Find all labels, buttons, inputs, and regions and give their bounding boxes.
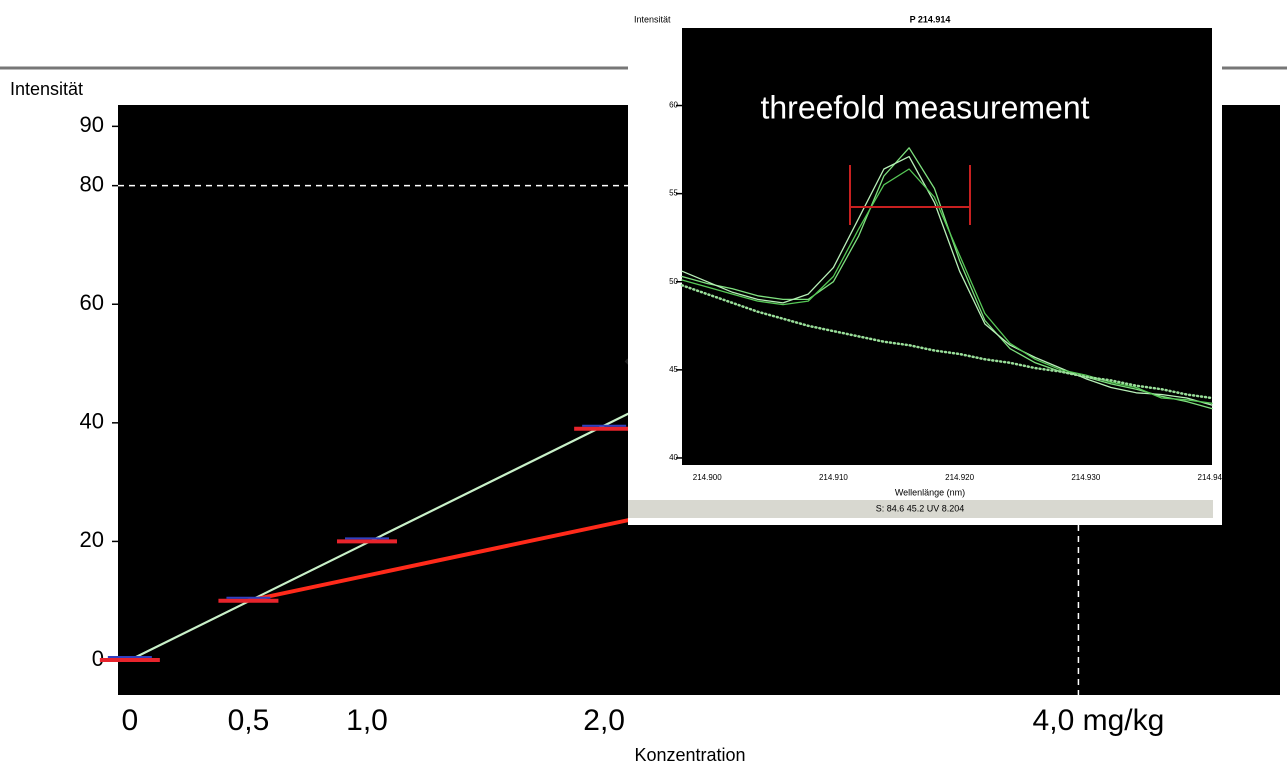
x-tick-label: 214.900 (693, 473, 722, 482)
y-tick-label: 50 (669, 277, 678, 286)
data-line (681, 168, 1213, 404)
y-tick-label: 80 (80, 171, 104, 196)
y-tick-label: 60 (80, 290, 104, 315)
inset-footer-bar (628, 500, 1213, 518)
annotation: threefold measurement (760, 89, 1089, 125)
x-tick-label: 2,0 (583, 704, 625, 737)
inset-y-label: Intensität (634, 14, 671, 24)
x-tick-label: 0,5 (228, 704, 270, 737)
y-tick-label: 40 (80, 409, 104, 434)
x-tick-label: 214.910 (819, 473, 848, 482)
y-axis-label: Intensität (10, 79, 83, 99)
y-tick-label: 0 (92, 646, 104, 671)
baseline-curve (680, 284, 1214, 400)
integration-window (849, 165, 971, 225)
x-tick-label: 214.930 (1071, 473, 1100, 482)
data-line (246, 515, 642, 603)
inset-plot-area (682, 28, 1212, 465)
x-tick-label: 0 (122, 704, 139, 737)
y-tick-label: 20 (80, 527, 104, 552)
data-line (128, 412, 629, 662)
main-chart: 0 20 40 60 80 90 0 0,5 1,0 2,0 4,0 mg/kg (80, 112, 1165, 737)
x-tick-label: 214.940 (1198, 473, 1227, 482)
y-tick-label: 40 (669, 453, 678, 462)
x-tick-label: 1,0 (346, 704, 388, 737)
y-tick-label: 55 (669, 189, 678, 198)
inset-footer: S: 84.6 45.2 UV 8.204 (876, 503, 965, 513)
data-line (681, 155, 1213, 406)
y-tick-label: 90 (80, 112, 104, 137)
y-tick-label: 60 (669, 101, 678, 110)
x-tick-label: 4,0 mg/kg (1033, 704, 1165, 737)
inset-title: P 214.914 (910, 14, 951, 24)
data-line (681, 147, 1213, 410)
inset-chart: 40 45 50 55 60 214.900 214.910 214.920 214.930 21… (669, 101, 1227, 482)
y-tick-label: 45 (669, 365, 678, 374)
x-tick-label: 214.920 (945, 473, 974, 482)
inset-x-label: Wellenlänge (nm) (895, 487, 965, 497)
x-axis-label: Konzentration (634, 745, 745, 765)
